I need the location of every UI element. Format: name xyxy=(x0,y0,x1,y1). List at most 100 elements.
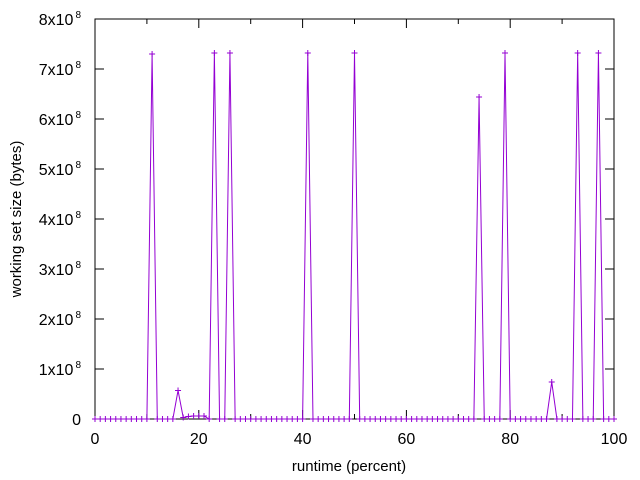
data-point xyxy=(226,50,233,56)
data-point xyxy=(294,416,301,422)
data-point xyxy=(159,416,166,422)
data-point xyxy=(143,416,150,422)
data-point xyxy=(351,50,358,56)
data-point xyxy=(559,416,566,422)
y-tick-labels: 0 1x10 8 2x10 8 3x10 8 4x10 8 5x10 8 6x10 8 7x10 8 8x10… xyxy=(39,10,82,429)
data-point xyxy=(278,416,285,422)
data-point xyxy=(496,416,503,422)
data-point xyxy=(455,416,462,422)
x-tick-label: 80 xyxy=(501,431,519,448)
data-point xyxy=(382,416,389,422)
data-point xyxy=(206,416,213,422)
x-tick-label: 0 xyxy=(91,431,100,448)
x-axis-title: runtime (percent) xyxy=(292,458,406,475)
data-point xyxy=(325,416,332,422)
data-point xyxy=(564,416,571,422)
x-tick-label: 20 xyxy=(190,431,208,448)
data-point xyxy=(258,416,265,422)
data-point xyxy=(361,416,368,422)
y-tick-label: 3x10 8 xyxy=(39,260,82,279)
data-point xyxy=(491,416,498,422)
data-point xyxy=(418,416,425,422)
data-point xyxy=(429,416,436,422)
series-line xyxy=(95,52,614,420)
data-point xyxy=(335,416,342,422)
data-point xyxy=(527,416,534,422)
y-tick-label: 1x10 8 xyxy=(39,360,82,379)
data-point xyxy=(481,416,488,422)
data-point xyxy=(247,416,254,422)
x-tick-label: 60 xyxy=(398,431,416,448)
data-point xyxy=(154,416,161,422)
data-point xyxy=(605,416,612,422)
data-point xyxy=(263,416,270,422)
data-point xyxy=(424,416,431,422)
data-point xyxy=(574,50,581,56)
y-tick-label: 5x10 8 xyxy=(39,160,82,179)
data-point xyxy=(543,416,550,422)
data-point xyxy=(346,416,353,422)
data-point xyxy=(611,416,617,422)
data-point xyxy=(502,50,509,56)
y-tick-label: 7x10 8 xyxy=(39,60,82,79)
data-point xyxy=(341,416,348,422)
data-point xyxy=(133,416,140,422)
data-point xyxy=(387,416,394,422)
data-point xyxy=(284,416,291,422)
data-point xyxy=(600,416,607,422)
data-point xyxy=(460,416,467,422)
data-point xyxy=(221,416,228,422)
data-point xyxy=(367,416,374,422)
y-tick-label: 0 xyxy=(72,412,81,429)
data-point xyxy=(465,416,472,422)
data-point xyxy=(548,379,555,385)
data-point xyxy=(538,416,545,422)
y-tick-label: 6x10 8 xyxy=(39,110,82,129)
data-point xyxy=(211,50,218,56)
data-point xyxy=(413,416,420,422)
data-point xyxy=(450,416,457,422)
data-point xyxy=(180,414,187,421)
data-point xyxy=(553,416,560,422)
data-point xyxy=(242,416,249,422)
y-tick-label: 8x10 8 xyxy=(39,10,82,29)
data-point xyxy=(377,416,384,422)
data-point xyxy=(138,416,145,422)
data-point xyxy=(398,416,405,422)
x-tick-label: 100 xyxy=(601,431,628,448)
data-point xyxy=(200,413,207,419)
data-point xyxy=(190,413,197,419)
data-point xyxy=(393,416,400,422)
y-tick-label: 4x10 8 xyxy=(39,210,82,229)
data-point xyxy=(273,416,280,422)
data-point xyxy=(533,416,540,422)
data-point xyxy=(585,416,592,422)
data-point xyxy=(185,413,192,420)
y-tick-label: 2x10 8 xyxy=(39,310,82,329)
data-point xyxy=(169,416,176,422)
data-point xyxy=(97,416,104,422)
data-point xyxy=(175,387,182,394)
data-point xyxy=(486,416,493,422)
data-point xyxy=(522,416,529,422)
y-axis-title: working set size (bytes) xyxy=(8,141,25,299)
data-point xyxy=(372,416,379,422)
data-point xyxy=(123,416,130,422)
data-point xyxy=(517,416,524,422)
data-point xyxy=(237,416,244,422)
data-point xyxy=(330,416,337,422)
data-point xyxy=(579,416,586,422)
data-point xyxy=(476,94,483,100)
series xyxy=(92,50,617,422)
data-point xyxy=(590,416,597,422)
data-point xyxy=(112,416,119,422)
data-point xyxy=(320,416,327,422)
data-point xyxy=(439,416,446,422)
x-tick-label: 40 xyxy=(294,431,312,448)
data-point xyxy=(289,416,296,422)
data-point xyxy=(195,413,202,419)
data-point xyxy=(92,416,98,422)
data-point xyxy=(117,416,124,422)
data-point xyxy=(507,416,514,422)
data-point xyxy=(408,416,415,422)
